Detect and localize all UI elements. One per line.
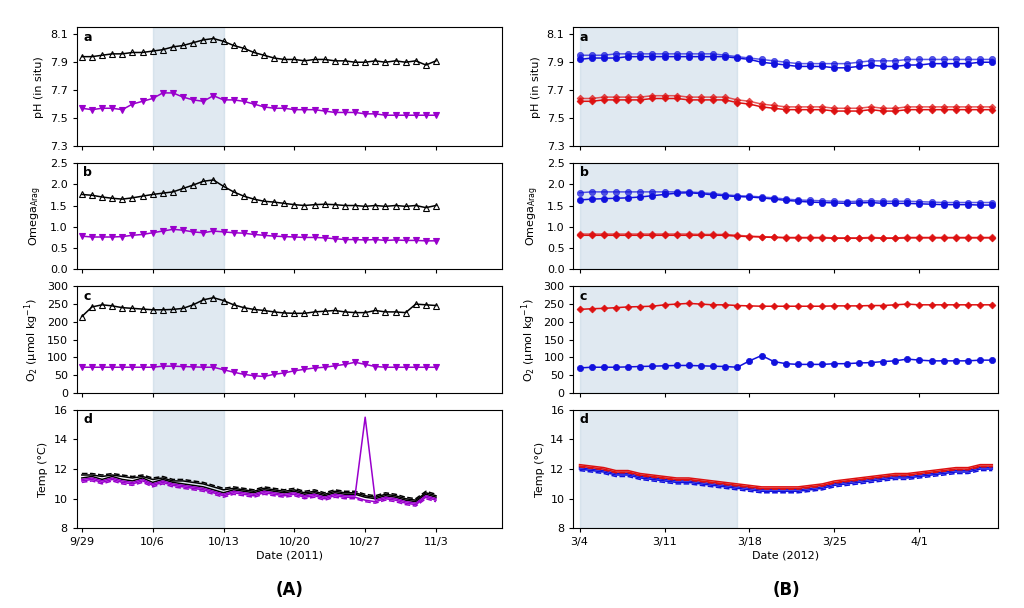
- Text: d: d: [83, 413, 92, 426]
- Text: a: a: [83, 31, 92, 44]
- X-axis label: Date (2011): Date (2011): [256, 550, 323, 560]
- Y-axis label: pH (in situ): pH (in situ): [35, 56, 44, 117]
- Y-axis label: Omega$_\mathrm{Arag}$: Omega$_\mathrm{Arag}$: [524, 186, 541, 246]
- Bar: [580, 163, 737, 269]
- Bar: [153, 163, 223, 269]
- Y-axis label: Temp (°C): Temp (°C): [38, 441, 48, 497]
- Bar: [580, 286, 737, 393]
- Text: (A): (A): [275, 581, 304, 599]
- Text: b: b: [580, 166, 589, 179]
- Y-axis label: Temp (°C): Temp (°C): [535, 441, 545, 497]
- Bar: [153, 286, 223, 393]
- Y-axis label: O$_2$ (μmol kg$^{-1}$): O$_2$ (μmol kg$^{-1}$): [23, 297, 41, 382]
- Bar: [580, 27, 737, 146]
- Text: c: c: [83, 289, 90, 303]
- Y-axis label: O$_2$ (μmol kg$^{-1}$): O$_2$ (μmol kg$^{-1}$): [519, 297, 538, 382]
- Bar: [153, 27, 223, 146]
- Text: c: c: [580, 289, 587, 303]
- Y-axis label: Omega$_\mathrm{Arag}$: Omega$_\mathrm{Arag}$: [28, 186, 44, 246]
- Text: d: d: [580, 413, 589, 426]
- Bar: [580, 410, 737, 528]
- Bar: [153, 410, 223, 528]
- Text: (B): (B): [773, 581, 800, 599]
- Y-axis label: pH (in situ): pH (in situ): [531, 56, 541, 117]
- Text: a: a: [580, 31, 589, 44]
- X-axis label: Date (2012): Date (2012): [753, 550, 819, 560]
- Text: b: b: [83, 166, 92, 179]
